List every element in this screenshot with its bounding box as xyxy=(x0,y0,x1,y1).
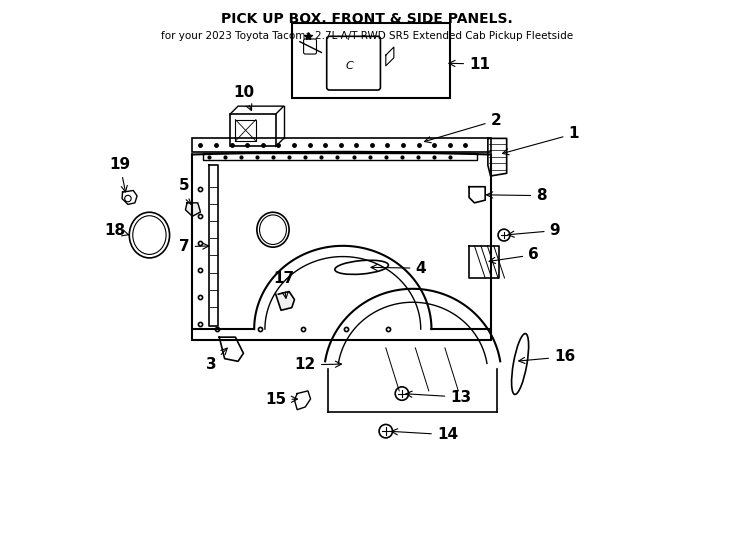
FancyBboxPatch shape xyxy=(292,23,450,98)
Text: C: C xyxy=(346,61,354,71)
Text: 7: 7 xyxy=(179,239,208,254)
Text: 3: 3 xyxy=(206,348,228,373)
Text: 15: 15 xyxy=(265,392,297,407)
Text: 10: 10 xyxy=(233,85,254,111)
Text: 9: 9 xyxy=(508,223,560,238)
Text: 4: 4 xyxy=(371,261,426,276)
Text: 13: 13 xyxy=(406,390,471,404)
Text: for your 2023 Toyota Tacoma 2.7L A/T RWD SR5 Extended Cab Pickup Fleetside: for your 2023 Toyota Tacoma 2.7L A/T RWD… xyxy=(161,31,573,41)
Text: 16: 16 xyxy=(519,349,575,364)
Text: 2: 2 xyxy=(424,113,501,143)
Text: 19: 19 xyxy=(109,157,131,192)
Polygon shape xyxy=(276,292,294,310)
Text: 14: 14 xyxy=(391,427,458,442)
Text: PICK UP BOX. FRONT & SIDE PANELS.: PICK UP BOX. FRONT & SIDE PANELS. xyxy=(221,12,513,26)
Polygon shape xyxy=(186,203,200,217)
Text: 12: 12 xyxy=(295,357,341,373)
Text: 5: 5 xyxy=(179,179,192,205)
Text: 1: 1 xyxy=(503,126,579,155)
Text: 18: 18 xyxy=(104,223,128,238)
Text: 17: 17 xyxy=(273,272,294,298)
Text: 11: 11 xyxy=(449,57,490,71)
Text: 8: 8 xyxy=(487,188,547,203)
Text: 6: 6 xyxy=(489,247,539,264)
